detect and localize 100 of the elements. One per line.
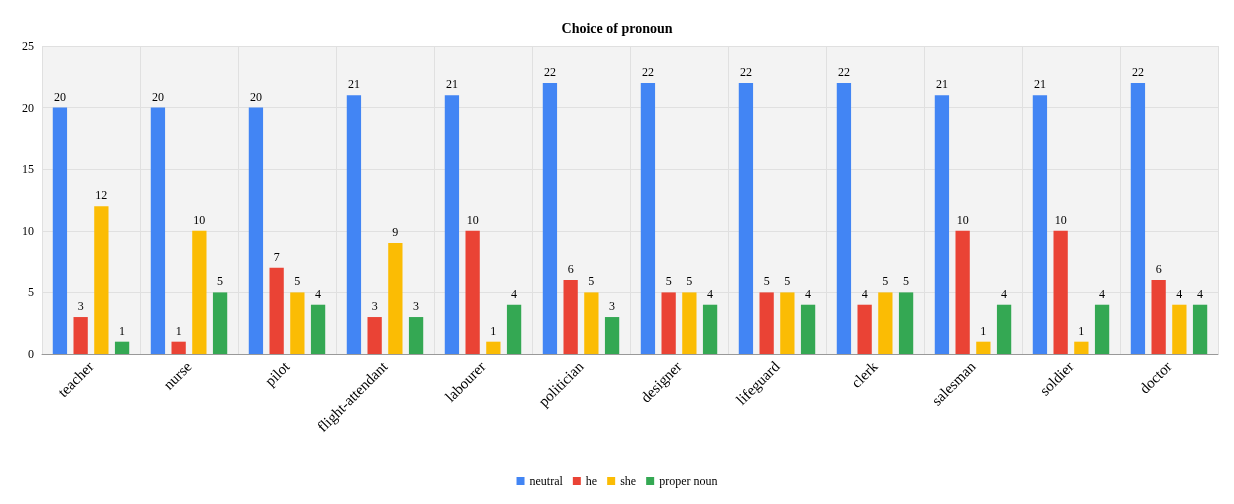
bar [367, 317, 382, 354]
data-label: 5 [665, 274, 672, 289]
bar [212, 292, 228, 354]
bar [444, 95, 460, 354]
data-label: 5 [686, 274, 693, 289]
data-label: 1 [119, 323, 126, 338]
bar [1130, 82, 1146, 354]
bar [114, 341, 130, 354]
data-label: 3 [609, 299, 616, 314]
y-tick-label: 25 [22, 39, 34, 53]
bar [388, 243, 403, 354]
data-label: 3 [77, 299, 84, 314]
data-label: 5 [294, 274, 301, 289]
data-label: 1 [175, 323, 182, 338]
bar [408, 317, 424, 354]
bar [640, 82, 656, 354]
data-label: 21 [445, 77, 458, 92]
data-label: 4 [707, 286, 714, 301]
data-label: 5 [882, 274, 889, 289]
bar [1053, 230, 1068, 354]
data-label: 21 [347, 77, 360, 92]
bar [563, 280, 578, 354]
bar [465, 230, 480, 354]
data-label: 4 [1099, 286, 1106, 301]
x-tick-label: clerk [848, 357, 882, 391]
legend-label: he [585, 474, 598, 488]
bar [1032, 95, 1048, 354]
data-label: 21 [935, 77, 948, 92]
bar [192, 230, 207, 354]
data-label: 5 [588, 274, 595, 289]
bar [1151, 280, 1166, 354]
data-label: 10 [1054, 212, 1067, 227]
bar [1094, 304, 1110, 354]
y-tick-label: 15 [22, 162, 34, 177]
data-label: 22 [837, 64, 850, 79]
data-label: 10 [956, 212, 969, 227]
data-label: 6 [567, 262, 574, 277]
bar [780, 292, 795, 354]
bar [542, 82, 558, 354]
bar [800, 304, 816, 354]
data-label: 1 [1078, 323, 1085, 338]
data-label: 21 [1033, 77, 1046, 92]
data-label: 22 [739, 64, 752, 79]
bar [996, 304, 1012, 354]
chart-title: Choice of pronoun [561, 20, 673, 36]
data-label: 20 [249, 89, 262, 104]
data-label: 4 [315, 286, 322, 301]
bar [73, 317, 88, 354]
data-label: 5 [784, 274, 791, 289]
bar [976, 341, 991, 354]
bar [1172, 304, 1187, 354]
data-label: 4 [1176, 286, 1183, 301]
bar [738, 82, 754, 354]
bar [506, 304, 522, 354]
data-label: 10 [466, 212, 479, 227]
bar [878, 292, 893, 354]
data-label: 3 [371, 299, 378, 314]
bar [759, 292, 774, 354]
bar [486, 341, 501, 354]
bar [310, 304, 326, 354]
y-tick-label: 5 [28, 285, 34, 300]
bar [94, 206, 109, 354]
bar [604, 317, 620, 354]
bar [269, 267, 284, 354]
data-label: 5 [763, 274, 770, 289]
legend-label: neutral [529, 474, 564, 488]
data-label: 20 [151, 89, 164, 104]
bar [955, 230, 970, 354]
data-label: 10 [193, 212, 206, 227]
bar [248, 107, 264, 354]
data-label: 5 [903, 274, 910, 289]
data-label: 22 [543, 64, 556, 79]
bar [934, 95, 950, 354]
y-tick-label: 20 [22, 100, 34, 115]
data-label: 4 [861, 286, 868, 301]
data-label: 4 [511, 286, 518, 301]
data-label: 6 [1155, 262, 1162, 277]
data-label: 4 [1197, 286, 1204, 301]
data-label: 12 [95, 188, 108, 203]
bar [346, 95, 362, 354]
bar [857, 304, 872, 354]
data-label: 7 [273, 249, 280, 264]
data-label: 4 [805, 286, 812, 301]
bar [584, 292, 599, 354]
bar [52, 107, 68, 354]
bar [898, 292, 914, 354]
bar [150, 107, 166, 354]
y-tick-label: 0 [28, 347, 34, 361]
data-label: 22 [641, 64, 654, 79]
data-label: 1 [980, 323, 987, 338]
data-label: 9 [392, 225, 399, 240]
bar [1074, 341, 1089, 354]
bar [836, 82, 852, 354]
bar [702, 304, 718, 354]
bar [682, 292, 697, 354]
legend-label: she [620, 474, 637, 488]
bar [661, 292, 676, 354]
data-label: 3 [413, 299, 420, 314]
data-label: 20 [53, 89, 66, 104]
y-tick-label: 10 [22, 223, 34, 238]
